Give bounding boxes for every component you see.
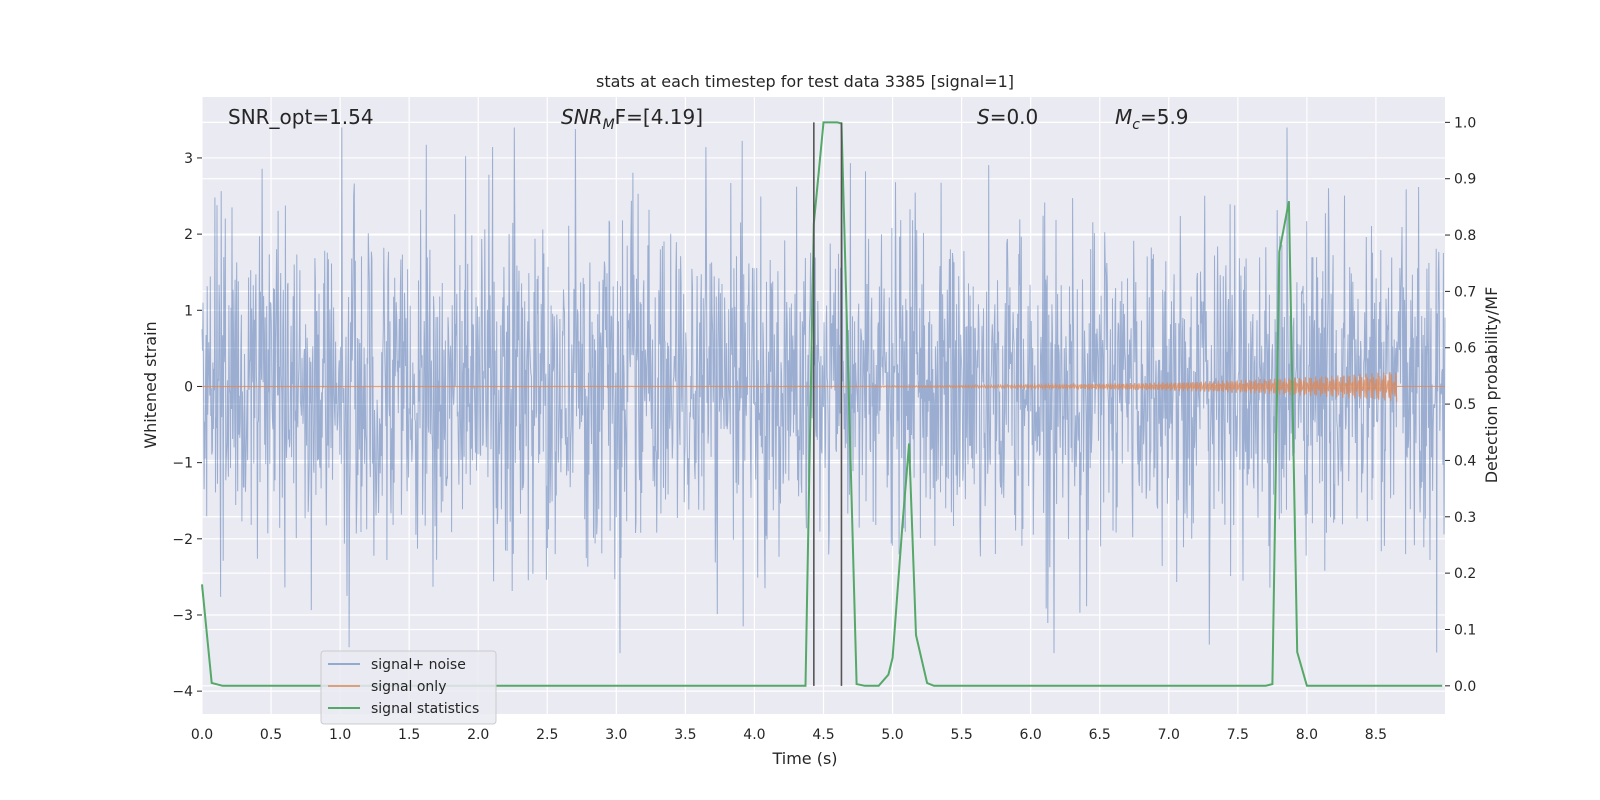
y-right-tick-label: 1.0 <box>1454 115 1476 131</box>
x-tick-label: 5.0 <box>881 727 903 743</box>
y-left-tick-label: 2 <box>184 227 193 243</box>
mc-italic: M <box>1115 105 1132 129</box>
y-left-tick-label: −4 <box>172 684 193 700</box>
y-right-tick-label: 0.4 <box>1454 453 1476 469</box>
s-italic: S <box>977 105 990 129</box>
y-left-axis-ticks: −4 −3 −2 −1 0 1 2 3 <box>172 151 202 700</box>
legend-label-signal-noise: signal+ noise <box>371 657 466 673</box>
snr-mf-rest: F=[4.19] <box>615 105 703 129</box>
annotation-snr-mf: SNRMF=[4.19] <box>561 105 703 133</box>
legend-label-signal-only: signal only <box>371 679 446 695</box>
vertical-markers <box>813 122 843 686</box>
x-tick-label: 7.0 <box>1158 727 1180 743</box>
legend-box <box>320 650 497 725</box>
y-right-tick-label: 0.2 <box>1454 566 1476 582</box>
annotation-snr-opt: SNR_opt=1.54 <box>228 105 374 129</box>
mc-sub: c <box>1132 117 1140 133</box>
legend: signal+ noise signal only signal statist… <box>320 650 497 725</box>
series-layer <box>201 121 1446 687</box>
x-tick-label: 1.5 <box>398 727 420 743</box>
y-right-tick-label: 0.3 <box>1454 510 1476 526</box>
x-tick-label: 0.5 <box>260 727 282 743</box>
y-left-tick-label: −3 <box>172 608 193 624</box>
x-tick-label: 2.0 <box>467 727 489 743</box>
y-right-axis-label: Detection probability/MF <box>1482 287 1501 484</box>
y-right-tick-label: 0.5 <box>1454 397 1476 413</box>
x-axis-label: Time (s) <box>771 749 837 768</box>
x-tick-label: 1.0 <box>329 727 351 743</box>
x-tick-label: 2.5 <box>536 727 558 743</box>
y-right-tick-label: 0.9 <box>1454 172 1476 188</box>
series-signal-only <box>202 372 1398 402</box>
y-left-axis-label: Whitened strain <box>141 321 160 448</box>
y-left-tick-label: 1 <box>184 303 193 319</box>
legend-label-signal-statistics: signal statistics <box>371 701 479 717</box>
chart-title: stats at each timestep for test data 338… <box>596 72 1014 91</box>
snr-mf-sub: M <box>603 117 615 133</box>
x-tick-label: 3.0 <box>605 727 627 743</box>
snr-mf-main: SNR <box>561 105 603 129</box>
y-left-tick-label: −2 <box>172 532 193 548</box>
mc-rest: =5.9 <box>1140 105 1189 129</box>
y-right-tick-label: 0.8 <box>1454 228 1476 244</box>
y-left-tick-label: 3 <box>184 151 193 167</box>
x-tick-label: 5.5 <box>950 727 972 743</box>
x-tick-label: 3.5 <box>674 727 696 743</box>
annotation-mc: Mc=5.9 <box>1115 105 1189 133</box>
x-tick-label: 4.0 <box>743 727 765 743</box>
x-tick-label: 8.0 <box>1296 727 1318 743</box>
series-signal-statistics <box>201 121 1443 687</box>
s-rest: =0.0 <box>990 105 1039 129</box>
x-tick-label: 6.0 <box>1020 727 1042 743</box>
annotation-s: S=0.0 <box>977 105 1038 129</box>
x-tick-label: 7.5 <box>1227 727 1249 743</box>
y-right-axis-ticks: 0.0 0.1 0.2 0.3 0.4 0.5 0.6 0.7 0.8 0.9 1.0 <box>1445 115 1476 695</box>
x-tick-label: 0.0 <box>191 727 213 743</box>
y-right-tick-label: 0.1 <box>1454 622 1476 638</box>
y-left-tick-label: −1 <box>172 456 193 472</box>
y-right-tick-label: 0.0 <box>1454 679 1476 695</box>
x-axis-ticks: 0.0 0.5 1.0 1.5 2.0 2.5 3.0 3.5 4.0 4.5 5.0 5.5 6.0 6… <box>191 727 1387 743</box>
x-tick-label: 8.5 <box>1365 727 1387 743</box>
y-left-tick-label: 0 <box>184 379 193 395</box>
x-tick-label: 6.5 <box>1089 727 1111 743</box>
y-right-tick-label: 0.7 <box>1454 284 1476 300</box>
y-right-tick-label: 0.6 <box>1454 341 1476 357</box>
x-tick-label: 4.5 <box>812 727 834 743</box>
